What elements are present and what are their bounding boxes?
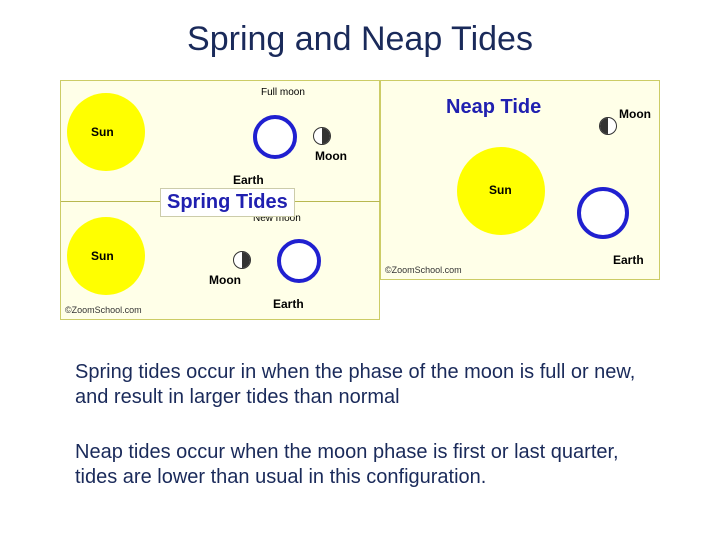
page-title: Spring and Neap Tides bbox=[0, 20, 720, 59]
earth-top bbox=[253, 115, 297, 159]
neap-tide-label: Neap Tide bbox=[440, 94, 547, 121]
earth-label-right: Earth bbox=[613, 253, 644, 267]
earth-label-top: Earth bbox=[233, 173, 264, 187]
earth-right bbox=[577, 187, 629, 239]
attribution-right: ©ZoomSchool.com bbox=[385, 265, 462, 275]
spring-tides-label: Spring Tides bbox=[160, 188, 295, 217]
moon-right bbox=[599, 117, 617, 135]
moon-bottom bbox=[233, 251, 251, 269]
earth-label-bottom: Earth bbox=[273, 297, 304, 311]
phase-label-top: Full moon bbox=[261, 87, 305, 98]
paragraph-spring: Spring tides occur in when the phase of … bbox=[75, 360, 645, 410]
moon-label-top: Moon bbox=[315, 149, 347, 163]
moon-top bbox=[313, 127, 331, 145]
attribution-left: ©ZoomSchool.com bbox=[65, 305, 142, 315]
diagram-panels: Sun Earth Moon Full moon Sun Moon New mo… bbox=[60, 80, 660, 320]
paragraph-neap: Neap tides occur when the moon phase is … bbox=[75, 440, 645, 490]
moon-label-right: Moon bbox=[619, 107, 651, 121]
sun-label-bottom: Sun bbox=[91, 249, 114, 263]
earth-bottom bbox=[277, 239, 321, 283]
moon-label-bottom: Moon bbox=[209, 273, 241, 287]
sun-label-right: Sun bbox=[489, 183, 512, 197]
sun-label-top: Sun bbox=[91, 125, 114, 139]
